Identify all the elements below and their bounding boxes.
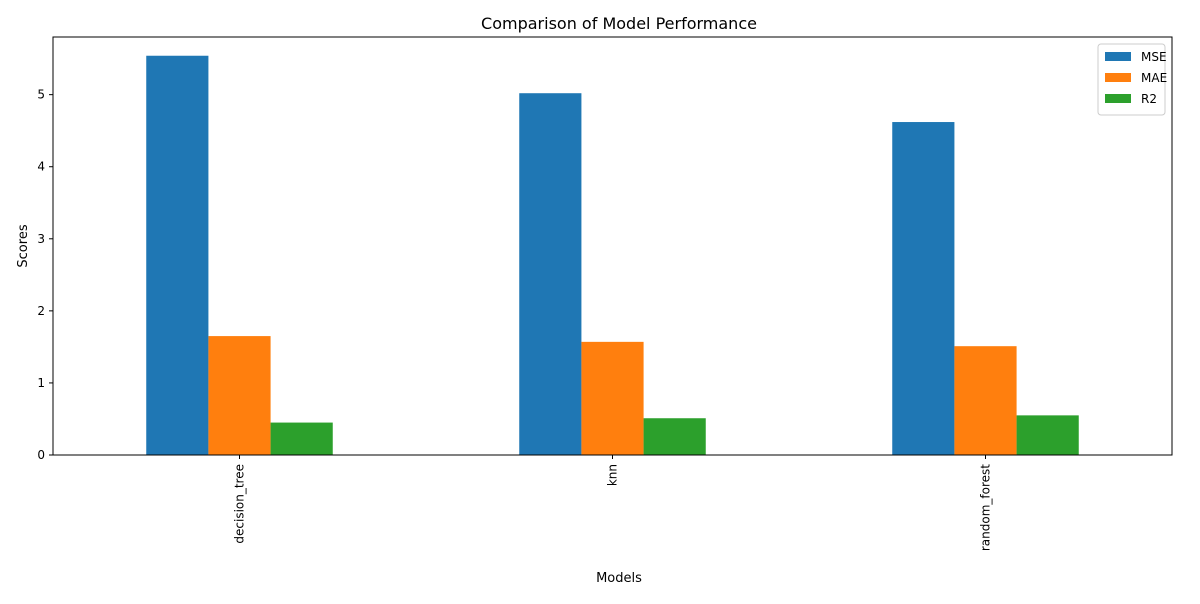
bar-r2-decision_tree	[270, 422, 333, 455]
bar-mse-knn	[519, 93, 582, 456]
y-tick-label: 2	[37, 304, 45, 318]
bar-mse-decision_tree	[146, 55, 209, 456]
y-tick-label: 5	[37, 88, 45, 102]
x-tick-label: decision_tree	[233, 464, 247, 544]
y-tick-label: 3	[37, 232, 45, 246]
x-tick-label: random_forest	[979, 464, 993, 551]
y-axis-label: Scores	[16, 224, 31, 267]
bar-mae-random_forest	[954, 346, 1017, 455]
legend-swatch-mse	[1105, 52, 1131, 61]
bar-mse-random_forest	[892, 122, 955, 455]
bar-r2-knn	[643, 418, 706, 455]
y-tick-label: 1	[37, 376, 45, 390]
chart-title: Comparison of Model Performance	[481, 14, 757, 33]
plot-frame	[52, 36, 1173, 456]
bar-mae-decision_tree	[208, 336, 271, 455]
legend-label-mae: MAE	[1141, 71, 1167, 85]
y-tick-label: 0	[37, 448, 45, 462]
y-tick-label: 4	[37, 160, 45, 174]
legend-label-r2: R2	[1141, 92, 1157, 106]
x-axis-label: Models	[596, 571, 642, 586]
legend-label-mse: MSE	[1141, 50, 1167, 64]
x-tick-label: knn	[606, 464, 620, 486]
bar-r2-random_forest	[1016, 415, 1079, 455]
bar-mae-knn	[581, 341, 644, 455]
legend-swatch-r2	[1105, 94, 1131, 103]
legend-swatch-mae	[1105, 73, 1131, 82]
